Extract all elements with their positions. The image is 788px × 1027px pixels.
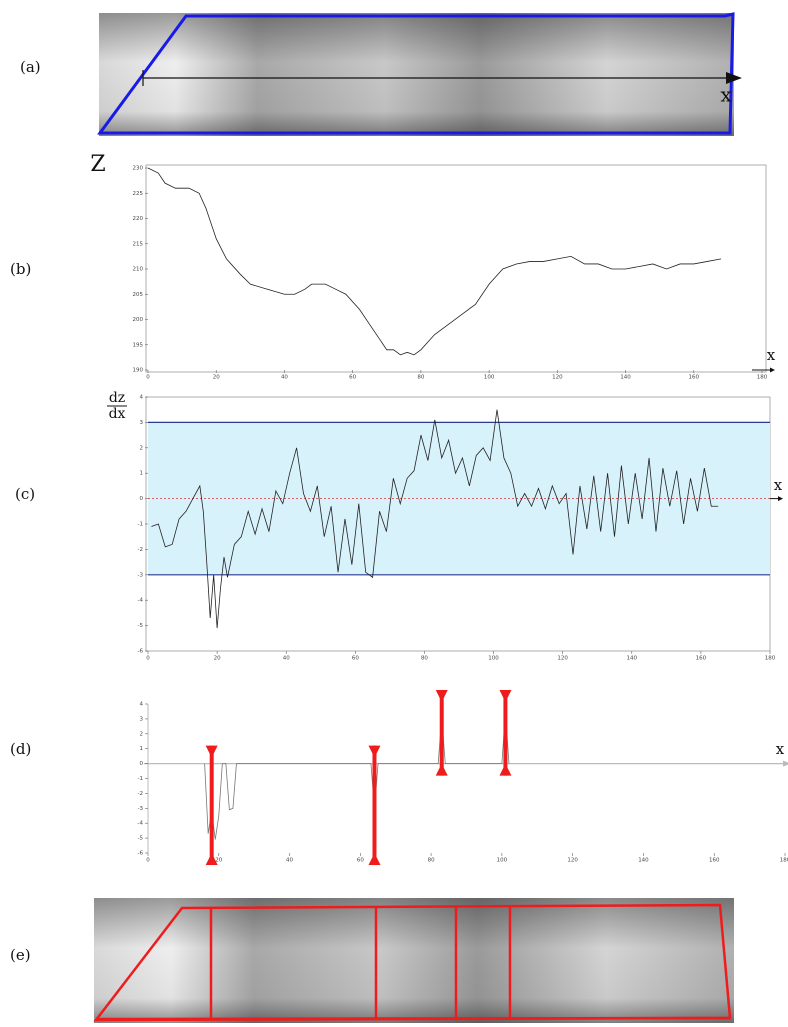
cut-part (499, 764, 511, 776)
y-tick-label: 200 (133, 317, 144, 323)
y-tick-label: 205 (133, 292, 144, 298)
cut-part (499, 690, 511, 702)
x-axis-label: x (776, 740, 785, 758)
x-tick-label: 0 (146, 375, 150, 381)
x-tick-label: 160 (696, 656, 707, 662)
y-tick-label: 225 (133, 191, 144, 197)
y-tick-label: 4 (140, 395, 144, 401)
x-tick-label: 40 (283, 656, 290, 662)
cut-marker (499, 690, 511, 776)
cut-part (210, 746, 214, 865)
y-tick-label: -3 (138, 806, 144, 812)
x-tick-label: 0 (146, 858, 150, 864)
x-tick-label: 60 (349, 375, 356, 381)
cut-marker (436, 690, 448, 776)
y-tick-label: 220 (133, 216, 144, 222)
y-tick-label: 3 (140, 716, 144, 722)
y-tick-label: 230 (133, 166, 144, 172)
y-tick-label: -5 (138, 836, 144, 842)
image-axis-label: x (720, 83, 732, 107)
x-tick-label: 20 (213, 375, 220, 381)
cut-part (368, 746, 380, 758)
y-tick-label: -4 (138, 821, 144, 827)
y-tick-label: 215 (133, 241, 144, 247)
y-tick-label: 0 (140, 496, 144, 502)
plot-frame (146, 165, 766, 372)
cut-part (440, 690, 444, 776)
x-arrow-head (778, 496, 783, 501)
y-axis-label: Z (90, 152, 105, 177)
y-tick-label: -1 (138, 522, 143, 528)
x-tick-label: 20 (214, 656, 221, 662)
y-tick-label: 4 (140, 702, 144, 708)
cut-part (503, 690, 507, 776)
y-axis-label: dx (109, 406, 126, 422)
x-axis-label: x (774, 476, 783, 494)
y-tick-label: 2 (140, 731, 144, 737)
panel-label: (b) (10, 260, 31, 278)
x-tick-label: 140 (627, 656, 638, 662)
x-tick-label: 180 (757, 375, 768, 381)
x-tick-label: 60 (352, 656, 359, 662)
x-arrow-head (770, 368, 775, 373)
cut-part (436, 690, 448, 702)
x-tick-label: 140 (638, 858, 649, 864)
x-tick-label: 80 (428, 858, 435, 864)
x-tick-label: 100 (488, 656, 499, 662)
y-tick-label: -3 (138, 572, 144, 578)
x-tick-label: 100 (497, 858, 508, 864)
y-tick-label: -6 (138, 649, 144, 655)
y-tick-label: -4 (138, 598, 144, 604)
panel-label: (e) (10, 946, 31, 964)
figure: x (a) (b) (c) (d) (e) 020406080100120140… (0, 0, 788, 1023)
x-tick-label: 120 (552, 375, 563, 381)
y-tick-label: -6 (138, 851, 144, 857)
x-tick-label: 80 (421, 656, 428, 662)
x-tick-label: 0 (146, 656, 150, 662)
y-tick-label: 195 (133, 342, 144, 348)
y-tick-label: 190 (133, 368, 144, 374)
x-axis-arrow (783, 761, 788, 767)
x-tick-label: 40 (281, 375, 288, 381)
x-tick-label: 80 (417, 375, 424, 381)
y-tick-label: 2 (140, 445, 144, 451)
cut-part (372, 746, 376, 865)
y-axis-label: dz (109, 390, 125, 406)
image-e (94, 898, 734, 1023)
y-tick-label: 1 (140, 746, 144, 752)
x-tick-label: 60 (357, 858, 364, 864)
y-tick-label: -1 (138, 776, 143, 782)
x-tick-label: 120 (557, 656, 568, 662)
x-tick-label: 160 (709, 858, 720, 864)
x-tick-label: 180 (780, 858, 788, 864)
cut-part (368, 853, 380, 865)
x-tick-label: 100 (484, 375, 495, 381)
y-tick-label: -2 (138, 791, 143, 797)
panel-label: (a) (20, 58, 41, 76)
y-tick-label: 3 (140, 420, 144, 426)
x-tick-label: 160 (689, 375, 700, 381)
panel-label: (d) (10, 740, 31, 758)
data-line (148, 168, 721, 355)
cut-part (436, 764, 448, 776)
x-tick-label: 120 (567, 858, 578, 864)
cut-part (206, 746, 218, 758)
x-tick-label: 140 (620, 375, 631, 381)
data-line (205, 711, 509, 839)
y-tick-label: 1 (140, 471, 144, 477)
y-tick-label: -2 (138, 547, 143, 553)
x-axis-label: x (767, 346, 776, 364)
x-tick-label: 180 (765, 656, 776, 662)
panel-label: (c) (15, 485, 35, 503)
y-tick-label: 210 (133, 267, 144, 273)
image-a (99, 13, 742, 136)
x-tick-label: 40 (286, 858, 293, 864)
y-tick-label: 0 (140, 761, 144, 767)
y-tick-label: -5 (138, 623, 144, 629)
